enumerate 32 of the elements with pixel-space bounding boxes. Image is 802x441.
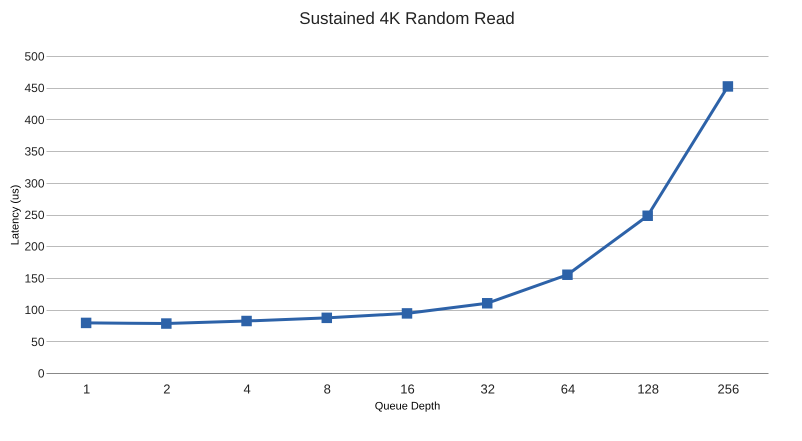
y-tick-label: 500 [24, 50, 45, 64]
x-tick-label: 32 [480, 382, 495, 396]
x-tick-label: 8 [324, 382, 331, 396]
x-tick-label: 128 [637, 382, 660, 396]
chart-title: Sustained 4K Random Read [299, 9, 515, 28]
y-tick-label: 250 [24, 208, 45, 222]
point [482, 298, 492, 309]
x-tick-label: 16 [400, 382, 415, 396]
point [642, 210, 653, 222]
x-tick-label: 4 [243, 382, 251, 396]
x-tick-label: 1 [82, 382, 90, 396]
y-tick-label: 200 [24, 240, 45, 254]
point [161, 318, 172, 329]
x-tick-label: 2 [163, 382, 170, 396]
point [241, 316, 252, 326]
y-tick-label: 50 [31, 334, 45, 349]
y-tick-label: 100 [24, 303, 45, 318]
x-tick-label: 256 [718, 382, 740, 396]
x-axis-title: Queue Depth [374, 400, 440, 412]
point [722, 81, 734, 92]
y-tick-label: 450 [24, 81, 45, 96]
point [562, 269, 573, 280]
y-tick-label: 0 [38, 366, 45, 380]
x-tick-label: 64 [560, 382, 576, 396]
y-tick-label: 350 [24, 144, 45, 159]
y-axis-title: Latency (us) [9, 184, 22, 246]
point [322, 312, 332, 324]
point [80, 318, 92, 328]
y-tick-label: 150 [24, 271, 45, 286]
y-tick-label: 300 [24, 176, 45, 190]
y-tick-label: 400 [24, 112, 45, 127]
point [402, 308, 412, 319]
